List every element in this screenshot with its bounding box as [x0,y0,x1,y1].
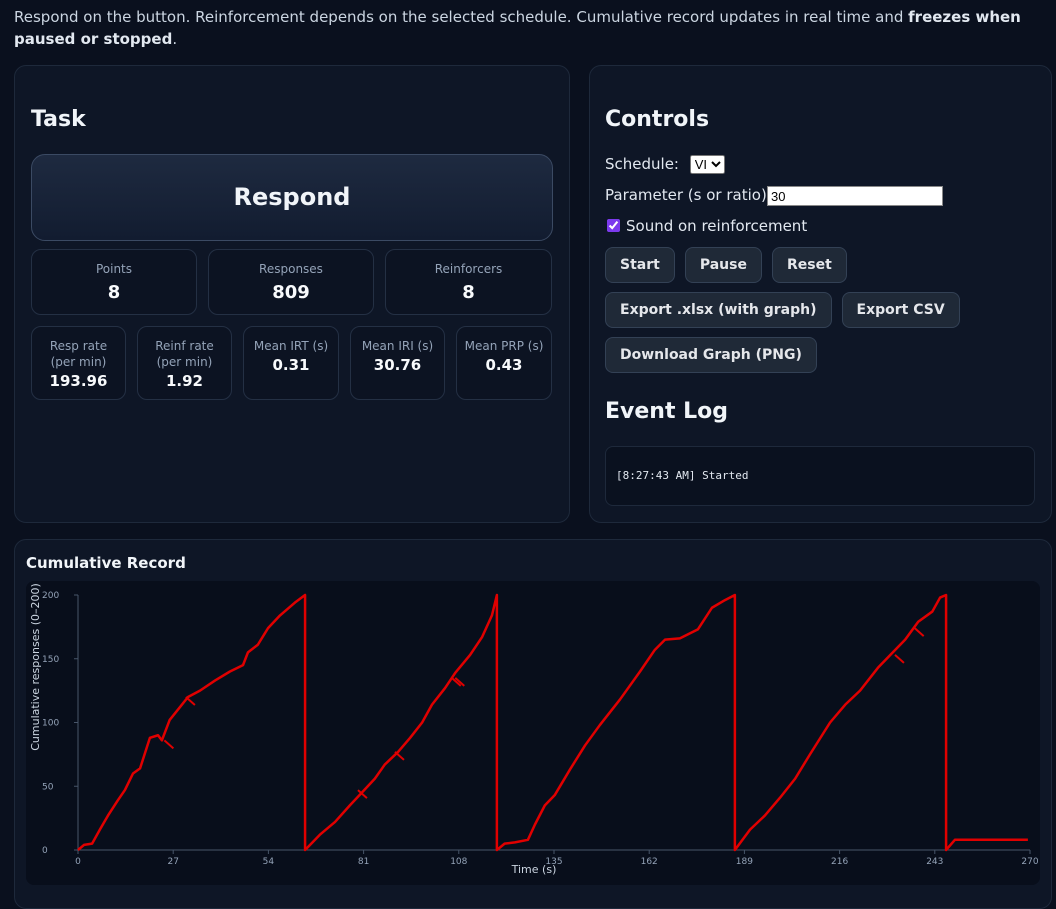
chart: 0 50 100 150 200 0 27 54 81 108 135 162 189 216 243 270… [26,581,1040,885]
parameter-row: Parameter (s or ratio): [605,186,943,206]
button[interactable]: Export CSV [841,292,960,328]
sound-checkbox[interactable] [607,219,620,232]
schedule-label: Schedule: [605,155,679,173]
stat-label: Mean IRT (s) [253,339,329,353]
x-tick-label: 27 [167,857,178,867]
reinforcement-mark [394,751,405,761]
stat-value: 809 [272,282,310,303]
stat-box: Responses 809 [208,249,374,315]
schedule-row: Schedule: VI [605,155,725,174]
reinforcement-mark [451,677,462,687]
stat-value: 8 [462,282,475,303]
cumulative-line [77,593,1028,852]
reinforcement-mark [185,696,196,706]
stat-box: Reinforcers 8 [385,249,552,315]
button-row: Start Pause Reset [605,247,857,283]
reinforcement-mark [163,739,175,750]
x-tick-label: 54 [263,857,275,867]
x-tick-label: 108 [450,857,467,867]
stat-value: 8 [107,282,121,303]
log-entry: [8:27:43 AM] Started [616,469,749,482]
x-tick-label: 216 [831,857,848,867]
reinforcement-mark [894,654,905,664]
stat-value: 0.43 [485,356,523,374]
stat-box: Reinf rate (per min) 1.92 [137,326,232,400]
respond-button[interactable]: Respond [31,154,553,241]
stat-box: Resp rate (per min) 193.96 [31,326,126,400]
stat-box: Mean IRT (s) 0.31 [243,326,339,400]
controls-title: Controls [605,107,710,132]
stat-value: 0.31 [272,356,310,374]
sound-row: Sound on reinforcement [607,217,807,235]
parameter-input[interactable] [767,186,943,206]
y-tick-label: 200 [42,591,59,601]
task-title: Task [31,107,86,132]
y-tick-label: 50 [42,782,54,792]
y-tick-label: 100 [42,719,59,729]
intro: Respond on the button. Reinforcement dep… [14,6,1044,50]
stat-label: Reinforcers [434,262,503,276]
stat-value: 30.76 [373,356,422,374]
event-log-title: Event Log [605,399,729,424]
x-tick-label: 189 [736,857,753,867]
stat-label: Reinf rate (per min) [155,339,214,369]
schedule-select[interactable]: VI [689,155,725,174]
intro-text: Respond on the button. Reinforcement dep… [14,8,909,26]
chart-title: Cumulative Record [26,554,186,572]
x-tick-label: 162 [641,857,658,867]
stat-value: 1.92 [165,372,203,390]
intro-bold: freezes when paused or stopped [14,8,1021,48]
y-axis-label: Cumulative responses (0–200) [29,583,42,751]
button[interactable]: Export .xlsx (with graph) [605,292,832,328]
stat-label: Mean PRP (s) [464,339,544,353]
button[interactable]: Reset [771,247,847,283]
stat-box: Mean PRP (s) 0.43 [456,326,552,400]
y-tick-label: 150 [42,655,59,665]
stat-box: Points 8 [31,249,197,315]
reinforcement-mark [357,789,368,799]
button-row: Export .xlsx (with graph) Export CSV [605,292,970,328]
sound-label: Sound on reinforcement [626,217,808,235]
x-tick-label: 243 [926,857,943,867]
x-axis-label: Time (s) [511,863,557,876]
stat-label: Mean IRI (s) [361,339,434,353]
x-tick-label: 0 [75,857,81,867]
x-tick-label: 135 [545,857,562,867]
stat-box: Mean IRI (s) 30.76 [350,326,445,400]
reinforcement-mark [914,627,925,637]
parameter-label: Parameter (s or ratio): [605,186,772,204]
stat-value: 193.96 [49,372,108,390]
stat-label: Resp rate (per min) [49,339,108,369]
reinforcement-mark [454,677,465,687]
intro-end: . [172,30,178,48]
button-row: Download Graph (PNG) [605,337,827,373]
y-tick-label: 0 [42,846,48,856]
button[interactable]: Download Graph (PNG) [605,337,817,373]
x-tick-label: 81 [358,857,369,867]
event-log: [8:27:43 AM] Started [605,446,1035,506]
x-tick-label: 270 [1021,857,1038,867]
button[interactable]: Pause [684,247,762,283]
stat-label: Points [95,262,133,276]
stat-label: Responses [259,262,323,276]
button[interactable]: Start [605,247,675,283]
